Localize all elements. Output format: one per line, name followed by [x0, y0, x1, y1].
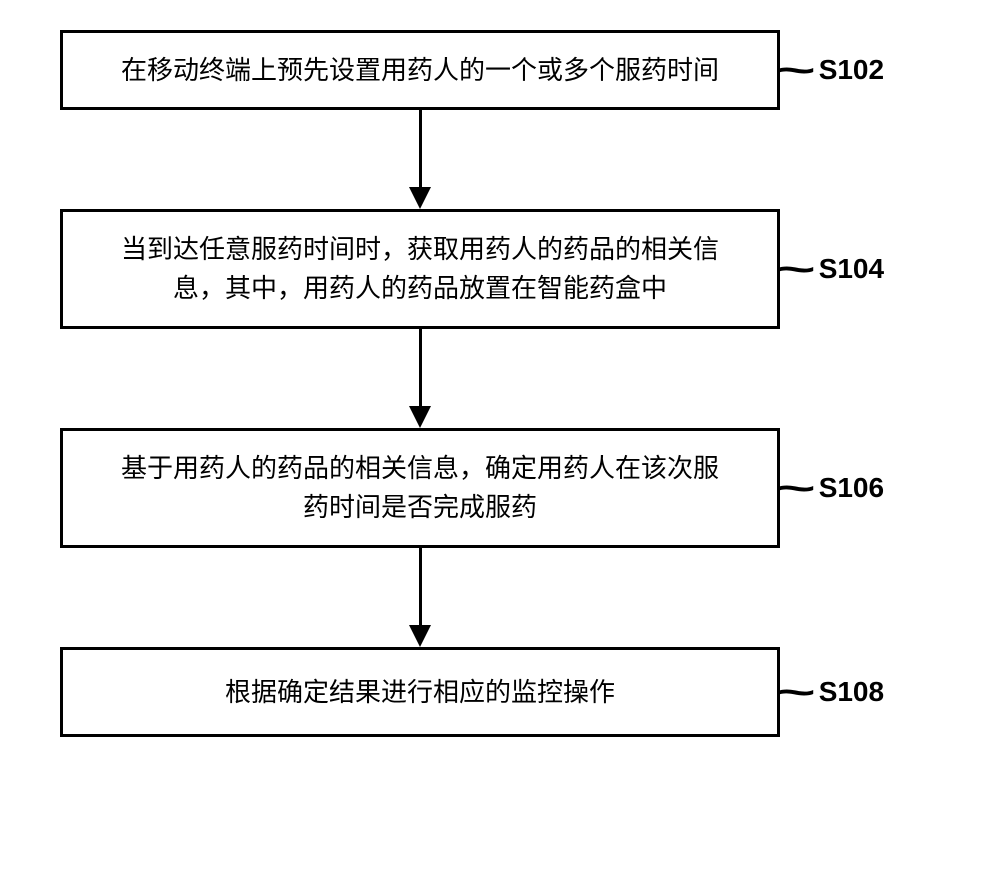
- step-label-s108: S108: [819, 676, 884, 708]
- step-label-s104: S104: [819, 253, 884, 285]
- step-connector-s108: ~S108: [780, 674, 884, 711]
- step-label-s102: S102: [819, 54, 884, 86]
- step-text-line: 基于用药人的药品的相关信息，确定用药人在该次服: [121, 449, 719, 488]
- step-box-s102: 在移动终端上预先设置用药人的一个或多个服药时间: [60, 30, 780, 110]
- step-text-line: 根据确定结果进行相应的监控操作: [225, 673, 615, 712]
- tilde-icon: ~: [775, 670, 816, 714]
- tilde-icon: ~: [775, 48, 816, 92]
- step-label-s106: S106: [819, 472, 884, 504]
- step-row-s102: 在移动终端上预先设置用药人的一个或多个服药时间 ~S102: [60, 30, 940, 110]
- step-connector-s104: ~S104: [780, 251, 884, 288]
- step-box-s106: 基于用药人的药品的相关信息，确定用药人在该次服药时间是否完成服药: [60, 428, 780, 548]
- arrow-head-icon: [409, 625, 431, 647]
- step-connector-s106: ~S106: [780, 470, 884, 507]
- step-box-s104: 当到达任意服药时间时，获取用药人的药品的相关信息，其中，用药人的药品放置在智能药…: [60, 209, 780, 329]
- arrow-line: [419, 329, 422, 407]
- tilde-icon: ~: [775, 247, 816, 291]
- step-text-line: 当到达任意服药时间时，获取用药人的药品的相关信: [121, 230, 719, 269]
- tilde-icon: ~: [775, 466, 816, 510]
- step-box-s108: 根据确定结果进行相应的监控操作: [60, 647, 780, 737]
- step-row-s108: 根据确定结果进行相应的监控操作 ~S108: [60, 647, 940, 737]
- arrow-head-icon: [409, 406, 431, 428]
- step-text-line: 在移动终端上预先设置用药人的一个或多个服药时间: [121, 51, 719, 90]
- flowchart-container: 在移动终端上预先设置用药人的一个或多个服药时间~S102当到达任意服药时间时，获…: [60, 30, 940, 737]
- step-connector-s102: ~S102: [780, 52, 884, 89]
- arrow-line: [419, 110, 422, 188]
- step-row-s106: 基于用药人的药品的相关信息，确定用药人在该次服药时间是否完成服药~S106: [60, 428, 940, 548]
- step-row-s104: 当到达任意服药时间时，获取用药人的药品的相关信息，其中，用药人的药品放置在智能药…: [60, 209, 940, 329]
- arrow-line: [419, 548, 422, 626]
- step-text-line: 药时间是否完成服药: [303, 488, 537, 527]
- step-text-line: 息，其中，用药人的药品放置在智能药盒中: [173, 269, 667, 308]
- arrow-head-icon: [409, 187, 431, 209]
